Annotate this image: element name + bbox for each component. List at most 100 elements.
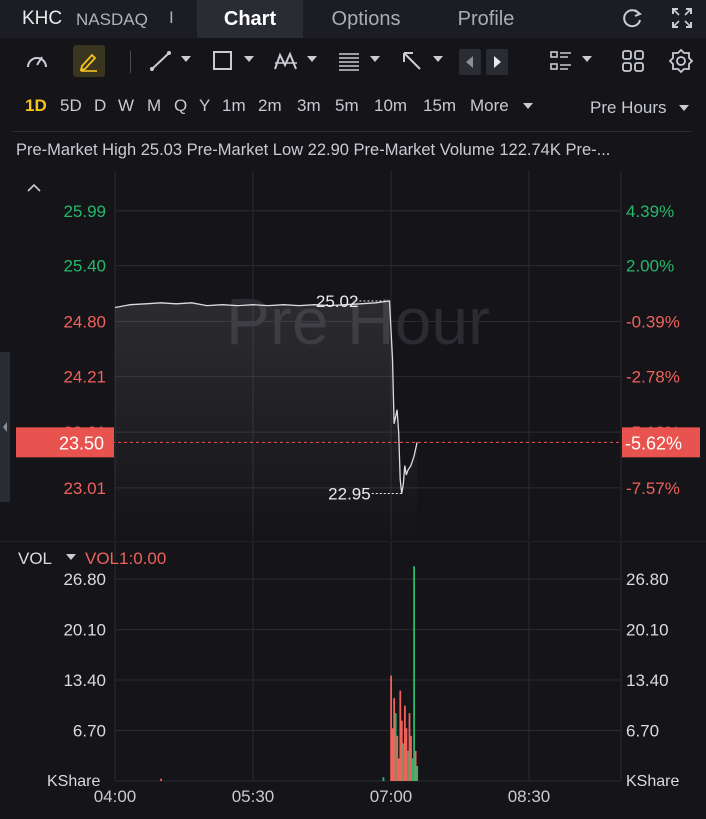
- volume-bar: [399, 690, 402, 781]
- volume-indicator-label: VOL1:0.00: [85, 549, 166, 568]
- indicator-dropdown[interactable]: [582, 56, 592, 62]
- more-dropdown-icon[interactable]: [523, 103, 533, 109]
- percent-tick-label: -7.57%: [626, 479, 680, 498]
- pattern-dropdown[interactable]: [307, 56, 317, 62]
- next-icon[interactable]: [492, 56, 502, 68]
- prev-button[interactable]: [459, 49, 481, 75]
- interval-5m[interactable]: 5m: [335, 96, 359, 115]
- annotation-label: 25.02: [316, 292, 359, 311]
- volume-tick-left: 13.40: [63, 671, 106, 690]
- gauge-icon[interactable]: [24, 48, 50, 74]
- rectangle-icon[interactable]: [210, 48, 236, 74]
- session-dropdown-icon[interactable]: [679, 105, 689, 111]
- volume-tick-right: 6.70: [626, 722, 659, 741]
- interval-2m[interactable]: 2m: [258, 96, 282, 115]
- price-tick-label: 25.99: [63, 202, 106, 221]
- volume-tick-left: 20.10: [63, 621, 106, 640]
- volume-bar: [391, 728, 394, 781]
- percent-tick-label: -0.39%: [626, 312, 680, 331]
- current-price-tags: 23.50 -5.62%: [16, 427, 700, 458]
- indicator-list-icon[interactable]: [548, 48, 574, 74]
- pre-market-volume-label: Pre-Market Volume: [353, 141, 495, 159]
- volume-bar: [407, 750, 409, 781]
- current-change-label: -5.62%: [625, 433, 682, 453]
- volume-unit-left: KShare: [47, 773, 100, 790]
- interval-5d[interactable]: 5D: [60, 96, 82, 115]
- pre-market-volume-value: 122.74K: [499, 141, 561, 159]
- side-panel-arrow-icon[interactable]: [3, 422, 7, 432]
- volume-bars: [160, 566, 419, 781]
- interval-d[interactable]: D: [94, 96, 107, 115]
- arrow-icon[interactable]: [399, 48, 425, 74]
- interval-w[interactable]: W: [118, 96, 135, 115]
- volume-bar: [416, 765, 419, 781]
- volume-bar: [414, 750, 417, 781]
- interval-bar: 1D 5D D W M Q Y 1m 2m 3m 5m 10m 15m More…: [0, 86, 706, 126]
- tab-chart[interactable]: Chart: [197, 0, 303, 38]
- top-bar: KHC NASDAQ I Chart Options Profile: [0, 0, 706, 38]
- volume-bar: [160, 778, 162, 781]
- volume-unit-right: KShare: [626, 773, 679, 790]
- session-selector[interactable]: Pre Hours: [590, 98, 667, 117]
- pre-market-low-value: 22.90: [307, 141, 349, 159]
- ticker-symbol: KHC: [22, 8, 63, 29]
- volume-tick-right: 20.10: [626, 621, 669, 640]
- tab-profile[interactable]: Profile: [457, 8, 515, 30]
- interval-q[interactable]: Q: [174, 96, 188, 115]
- interval-y[interactable]: Y: [199, 96, 211, 115]
- tab-options[interactable]: Options: [331, 8, 401, 30]
- time-tick-label: 07:00: [370, 787, 413, 806]
- annotation-label: 22.95: [328, 485, 371, 504]
- prev-icon[interactable]: [465, 56, 475, 68]
- volume-chart[interactable]: VOL VOL1:0.00 26.80 26.80 20.10 20.10 13.40 1…: [0, 541, 706, 819]
- fullscreen-icon[interactable]: [669, 5, 695, 31]
- volume-bar: [408, 713, 411, 781]
- volume-bar: [394, 713, 397, 781]
- interval-1m[interactable]: 1m: [222, 96, 246, 115]
- price-annotations: 25.02 22.95: [316, 292, 402, 504]
- percent-tick-label: 2.00%: [626, 257, 674, 276]
- stats-overflow: Pre-...: [565, 141, 611, 159]
- volume-axis: 26.80 26.80 20.10 20.10 13.40 13.40 6.70 6.70: [63, 570, 668, 740]
- interval-m[interactable]: M: [147, 96, 162, 115]
- volume-title[interactable]: VOL: [18, 549, 52, 568]
- interval-10m[interactable]: 10m: [374, 96, 408, 115]
- volume-bar: [382, 777, 385, 781]
- fibonacci-icon[interactable]: [336, 48, 362, 74]
- header-separator: I: [169, 8, 174, 27]
- pre-market-high-value: 25.03: [140, 141, 183, 159]
- interval-1d[interactable]: 1D: [25, 96, 47, 115]
- pre-market-high-label: Pre-Market High: [16, 141, 137, 159]
- drawing-toolbar: [0, 40, 706, 84]
- pattern-icon[interactable]: [272, 48, 300, 74]
- pencil-icon[interactable]: [77, 49, 101, 73]
- refresh-icon[interactable]: [619, 5, 645, 31]
- volume-dropdown-icon[interactable]: [66, 554, 76, 560]
- settings-icon[interactable]: [668, 48, 694, 74]
- next-button[interactable]: [486, 49, 508, 75]
- volume-tick-left: 26.80: [63, 570, 106, 589]
- volume-bar: [413, 566, 415, 781]
- interval-15m[interactable]: 15m: [423, 96, 457, 115]
- volume-tick-left: 6.70: [73, 722, 106, 741]
- pencil-tool-bg[interactable]: [73, 45, 105, 77]
- exchange-name: NASDAQ: [76, 10, 148, 29]
- interval-3m[interactable]: 3m: [297, 96, 321, 115]
- fibonacci-dropdown[interactable]: [370, 56, 380, 62]
- volume-tick-right: 13.40: [626, 671, 669, 690]
- trend-line-icon[interactable]: [148, 48, 174, 74]
- arrow-dropdown[interactable]: [433, 56, 443, 62]
- collapse-chevron-icon[interactable]: [27, 183, 41, 192]
- more-intervals-button[interactable]: More: [470, 96, 509, 115]
- pre-market-stats: Pre-Market High 25.03 Pre-Market Low 22.…: [16, 141, 706, 160]
- trend-line-dropdown[interactable]: [181, 56, 191, 62]
- volume-bar: [405, 728, 408, 781]
- rectangle-dropdown[interactable]: [244, 56, 254, 62]
- volume-bar: [404, 705, 406, 781]
- volume-bar: [400, 720, 403, 781]
- time-tick-label: 05:30: [232, 787, 275, 806]
- volume-bar: [402, 743, 405, 781]
- layout-grid-icon[interactable]: [620, 48, 646, 74]
- volume-bar: [393, 698, 396, 781]
